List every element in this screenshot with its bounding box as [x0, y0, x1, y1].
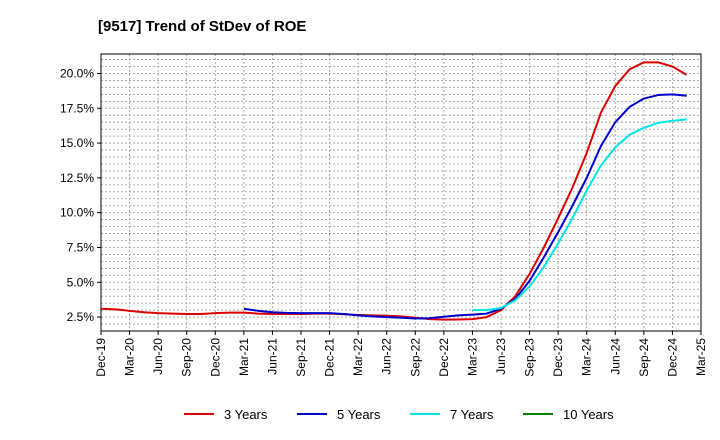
x-tick-label: Sep-22 [408, 338, 422, 377]
x-tick-label: Dec-22 [437, 338, 451, 377]
y-tick-label: 20.0% [60, 66, 94, 80]
x-tick-label: Dec-20 [208, 338, 222, 377]
y-axis: 2.5% 5.0% 7.5% 10.0% 12.5% 15.0% 17.5% 20.0% [60, 66, 101, 324]
y-tick-label: 17.5% [60, 101, 94, 115]
x-tick-label: Jun-24 [608, 338, 622, 375]
x-tick-label: Sep-24 [637, 338, 651, 377]
y-tick-label: 7.5% [67, 240, 95, 254]
y-tick-label: 5.0% [67, 275, 95, 289]
x-tick-label: Dec-24 [665, 338, 679, 377]
x-tick-label: Dec-21 [323, 338, 337, 377]
x-tick-label: Jun-21 [265, 338, 279, 375]
x-tick-label: Sep-20 [180, 338, 194, 377]
series-line-5-years [243, 93, 687, 320]
legend: 3 Years 5 Years 7 Years 10 Years [184, 407, 614, 422]
y-tick-label: 12.5% [60, 171, 94, 185]
grid [101, 54, 701, 331]
x-tick-label: Mar-22 [351, 338, 365, 376]
legend-label: 5 Years [337, 407, 381, 422]
x-tick-label: Dec-19 [94, 338, 108, 377]
y-tick-label: 15.0% [60, 136, 94, 150]
x-tick-label: Sep-23 [523, 338, 537, 377]
plot-area [100, 53, 702, 332]
series-lines [100, 61, 688, 321]
y-tick-label: 10.0% [60, 206, 94, 220]
series-line-3-years [100, 61, 688, 321]
legend-label: 7 Years [450, 407, 494, 422]
x-tick-label: Mar-25 [694, 338, 708, 376]
x-tick-label: Mar-24 [580, 338, 594, 376]
x-tick-label: Mar-20 [123, 338, 137, 376]
x-tick-label: Sep-21 [294, 338, 308, 377]
x-tick-label: Mar-21 [237, 338, 251, 376]
x-tick-label: Dec-23 [551, 338, 565, 377]
legend-label: 3 Years [224, 407, 268, 422]
chart-title: [9517] Trend of StDev of ROE [98, 18, 306, 35]
x-axis: Dec-19 Mar-20 Jun-20 Sep-20 Dec-20 Mar-21 Jun-… [94, 331, 708, 377]
x-tick-label: Jun-23 [494, 338, 508, 375]
legend-label: 10 Years [563, 407, 614, 422]
series-line-7-years [472, 118, 687, 312]
x-tick-label: Jun-20 [151, 338, 165, 375]
x-tick-label: Mar-23 [465, 338, 479, 376]
x-tick-label: Jun-22 [380, 338, 394, 375]
y-tick-label: 2.5% [67, 310, 95, 324]
